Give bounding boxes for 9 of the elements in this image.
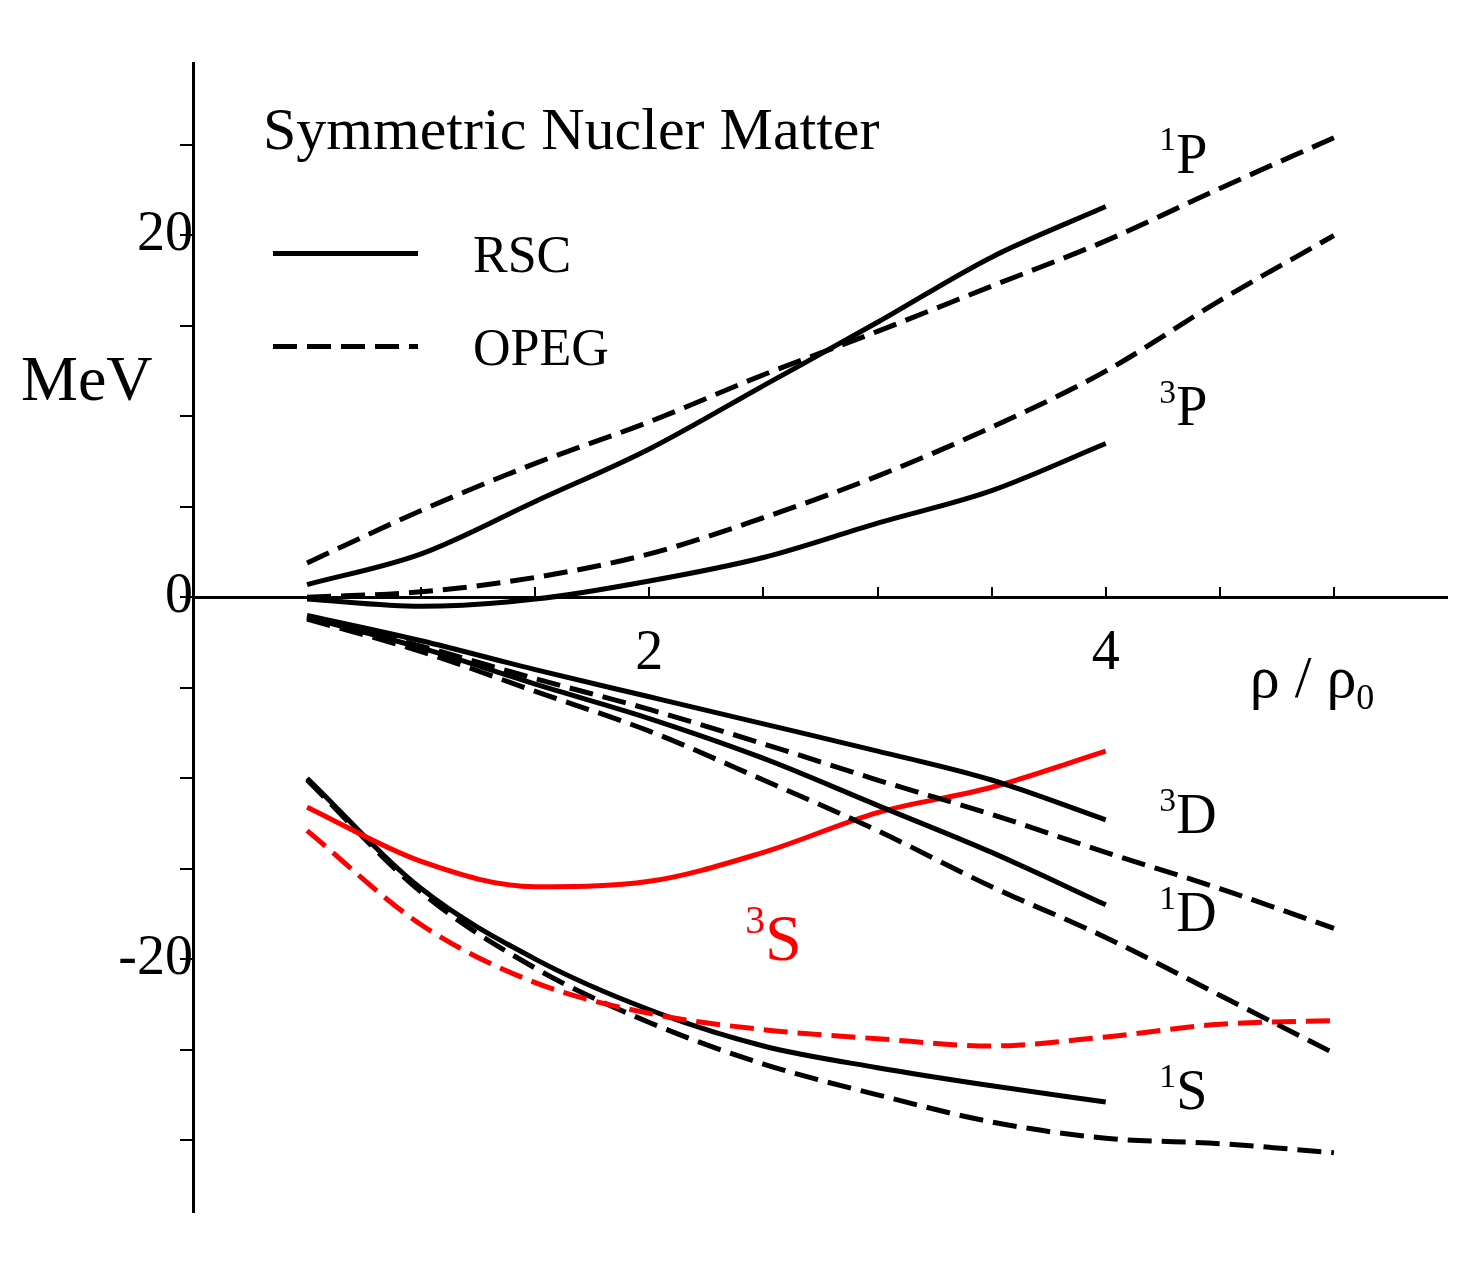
y-tick-label: 0 xyxy=(165,562,193,624)
x-tick-label: 4 xyxy=(1091,618,1120,681)
legend-label: RSC xyxy=(473,225,572,283)
x-tick-label: 2 xyxy=(635,618,664,681)
y-tick-label: -20 xyxy=(118,923,193,986)
text: Symmetric Nucler Matter xyxy=(263,95,880,162)
y-tick-label: 20 xyxy=(137,200,193,263)
y-axis-title: MeV xyxy=(21,343,153,415)
legend-label: OPEG xyxy=(473,318,609,376)
